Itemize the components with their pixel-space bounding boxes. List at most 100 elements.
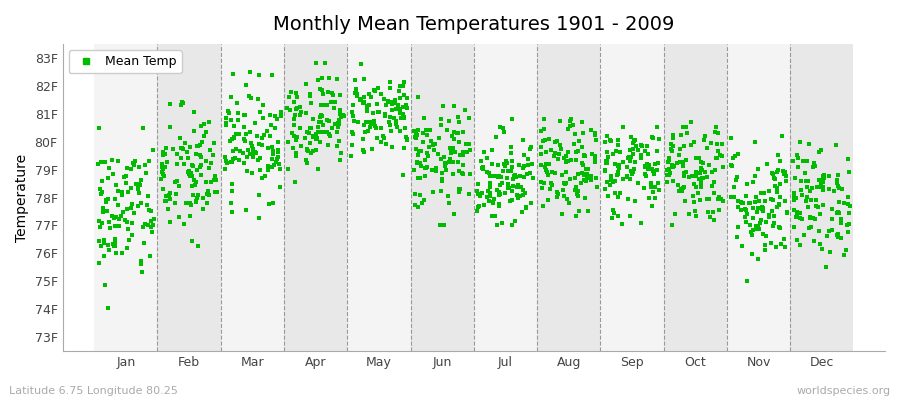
Point: [142, 158, 157, 164]
Point: [126, 162, 140, 169]
Point: [118, 180, 132, 187]
Point: [676, 124, 690, 130]
Point: [354, 96, 368, 102]
Point: [817, 171, 832, 178]
Point: [196, 120, 211, 127]
Point: [397, 125, 411, 132]
Point: [444, 148, 458, 154]
Point: [250, 133, 265, 139]
Point: [437, 222, 452, 229]
Point: [807, 160, 822, 167]
Point: [800, 158, 814, 164]
Point: [365, 146, 380, 152]
Point: [568, 175, 582, 182]
Point: [331, 124, 346, 131]
Point: [536, 125, 551, 132]
Point: [115, 250, 130, 256]
Point: [662, 155, 677, 161]
Point: [228, 155, 242, 162]
Point: [191, 243, 205, 250]
Point: [243, 128, 257, 135]
Point: [569, 213, 583, 220]
Point: [764, 196, 778, 202]
Point: [771, 152, 786, 158]
Point: [666, 142, 680, 149]
Point: [812, 148, 826, 155]
Point: [452, 168, 466, 174]
Point: [801, 204, 815, 210]
Point: [95, 189, 110, 195]
Point: [184, 170, 199, 176]
Point: [494, 220, 508, 226]
Point: [281, 166, 295, 172]
Point: [807, 238, 822, 244]
Point: [158, 164, 172, 170]
Point: [133, 181, 148, 188]
Point: [837, 252, 851, 258]
Point: [778, 171, 792, 177]
Point: [813, 184, 827, 190]
Point: [159, 193, 174, 199]
Point: [240, 147, 255, 154]
Point: [156, 166, 170, 172]
Point: [333, 157, 347, 163]
Point: [652, 186, 666, 193]
Point: [245, 170, 259, 177]
Point: [381, 98, 395, 105]
Point: [600, 158, 615, 164]
Point: [265, 164, 279, 170]
Point: [397, 145, 411, 151]
Point: [323, 99, 338, 105]
Point: [521, 162, 535, 168]
Point: [455, 171, 470, 177]
Point: [504, 196, 518, 203]
Point: [572, 138, 587, 144]
Point: [225, 70, 239, 77]
Point: [131, 164, 146, 170]
Point: [483, 184, 498, 190]
Point: [577, 177, 591, 184]
Bar: [410, 44, 473, 351]
Point: [634, 155, 648, 161]
Point: [631, 180, 645, 186]
Point: [274, 113, 288, 120]
Point: [731, 151, 745, 157]
Point: [680, 156, 694, 163]
Point: [773, 225, 788, 231]
Point: [135, 269, 149, 276]
Point: [243, 140, 257, 146]
Point: [252, 215, 266, 222]
Point: [696, 174, 710, 181]
Point: [124, 166, 139, 173]
Point: [266, 148, 280, 155]
Point: [328, 99, 343, 106]
Point: [393, 83, 408, 90]
Point: [584, 151, 598, 157]
Point: [716, 198, 731, 204]
Point: [452, 119, 466, 125]
Point: [648, 195, 662, 201]
Bar: [94, 44, 158, 351]
Point: [536, 185, 550, 192]
Point: [287, 116, 302, 122]
Point: [792, 242, 806, 248]
Point: [789, 152, 804, 158]
Point: [680, 129, 695, 136]
Point: [410, 126, 425, 133]
Point: [435, 178, 449, 184]
Point: [250, 96, 265, 102]
Point: [751, 256, 765, 263]
Point: [638, 170, 652, 177]
Point: [290, 134, 304, 140]
Point: [452, 186, 466, 192]
Point: [396, 111, 410, 117]
Point: [711, 195, 725, 202]
Point: [384, 144, 399, 150]
Point: [231, 131, 246, 137]
Point: [545, 182, 560, 188]
Point: [504, 168, 518, 174]
Point: [804, 224, 818, 230]
Point: [816, 177, 831, 184]
Point: [519, 205, 534, 212]
Point: [414, 162, 428, 169]
